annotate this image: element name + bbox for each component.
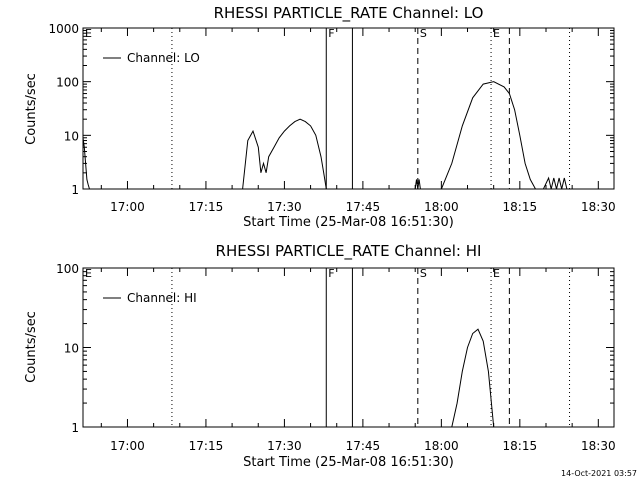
- y-tick-label: 100: [56, 262, 79, 276]
- marker-label: E: [493, 267, 500, 280]
- y-tick-label: 1000: [48, 22, 79, 36]
- footer-timestamp: 14-Oct-2021 03:57: [561, 469, 637, 478]
- x-tick-label: 18:30: [581, 200, 616, 214]
- x-tick-label: 18:00: [424, 439, 459, 453]
- x-tick-label: 17:45: [346, 439, 381, 453]
- x-tick-label: 18:30: [581, 439, 616, 453]
- x-tick-label: 17:00: [110, 439, 145, 453]
- chart-title: RHESSI PARTICLE_RATE Channel: HI: [216, 242, 482, 261]
- y-axis-label: Counts/sec: [24, 73, 39, 145]
- x-tick-label: 17:15: [189, 439, 224, 453]
- marker-label: F: [328, 267, 334, 280]
- chart-title: RHESSI PARTICLE_RATE Channel: LO: [214, 4, 484, 23]
- panel-hi: RHESSI PARTICLE_RATE Channel: HI 1 10 100 17…: [24, 242, 616, 470]
- x-tick-label: 18:00: [424, 200, 459, 214]
- panel-lo: RHESSI PARTICLE_RATE Channel: LO 1 10 100 10…: [24, 4, 616, 230]
- legend: Channel: LO: [103, 51, 200, 65]
- marker-label: E: [493, 27, 500, 40]
- marker-label: S: [420, 267, 427, 280]
- x-axis-label: Start Time (25-Mar-08 16:51:30): [243, 455, 454, 470]
- x-tick-label: 17:45: [346, 200, 381, 214]
- x-axis-label: Start Time (25-Mar-08 16:51:30): [243, 215, 454, 230]
- x-tick-label: 17:30: [267, 200, 302, 214]
- marker-label: F: [328, 27, 334, 40]
- x-tick-label: 17:15: [189, 200, 224, 214]
- marker-label: S: [420, 27, 427, 40]
- y-tick-label: 1: [71, 421, 79, 435]
- y-tick-label: 100: [56, 76, 79, 90]
- legend-entry: Channel: HI: [127, 291, 197, 305]
- x-tick-label: 18:15: [503, 439, 538, 453]
- series-line: [451, 328, 495, 427]
- y-tick-label: 10: [64, 342, 79, 356]
- x-tick-label: 18:15: [503, 200, 538, 214]
- y-axis-label: Counts/sec: [24, 311, 39, 383]
- legend: Channel: HI: [103, 291, 197, 305]
- marker-label: E: [85, 27, 92, 40]
- y-tick-label: 10: [64, 129, 79, 143]
- legend-entry: Channel: LO: [127, 51, 200, 65]
- marker-label: E: [85, 267, 92, 280]
- y-tick-label: 1: [71, 183, 79, 197]
- x-tick-label: 17:30: [267, 439, 302, 453]
- x-tick-label: 17:00: [110, 200, 145, 214]
- series-line: [83, 81, 568, 189]
